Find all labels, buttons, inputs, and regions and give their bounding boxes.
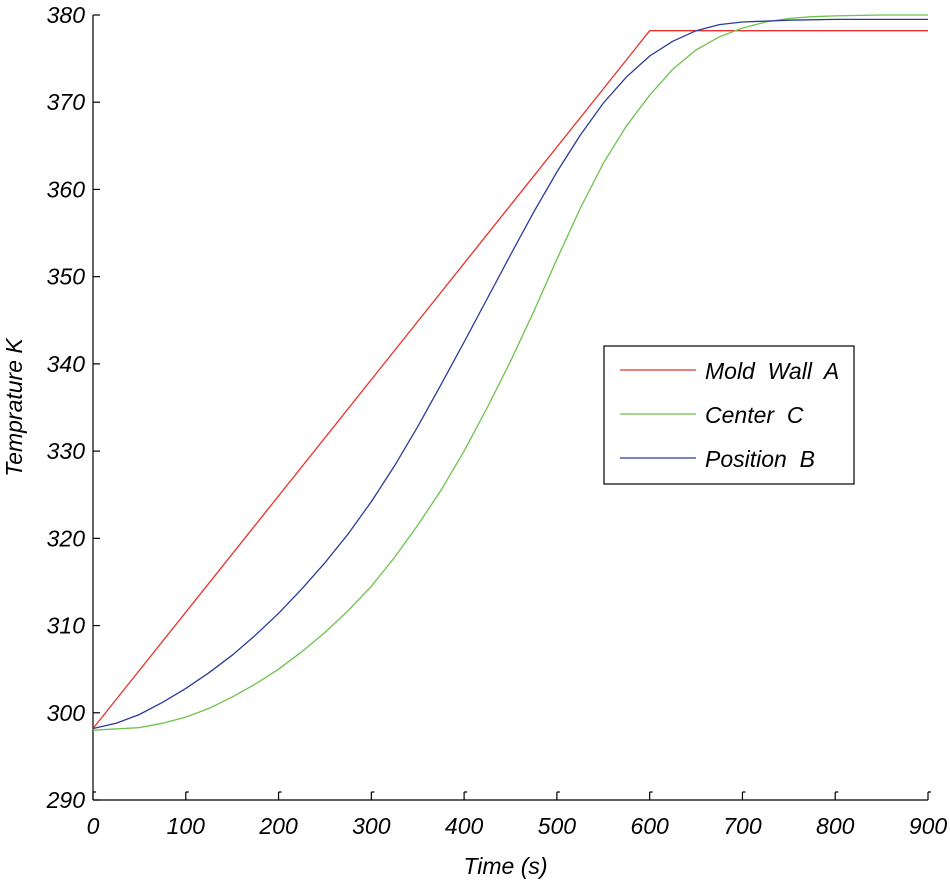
y-tick-label: 370 <box>47 89 86 115</box>
x-tick <box>556 791 560 800</box>
legend-entry-label: Mold Wall A <box>705 358 839 384</box>
series-line <box>92 14 928 731</box>
x-tick-label: 600 <box>630 813 669 839</box>
legend-box <box>603 345 855 485</box>
x-tick-label: 200 <box>258 813 298 839</box>
x-tick-label: 900 <box>909 813 948 839</box>
x-tick-label: 700 <box>723 813 762 839</box>
x-tick <box>741 791 746 800</box>
y-tick-label: 350 <box>47 264 86 290</box>
x-tick <box>834 791 839 800</box>
y-tick-label: 300 <box>47 700 86 726</box>
x-tick-label: 800 <box>816 813 855 839</box>
series-line <box>92 18 928 730</box>
x-tick-label: 400 <box>445 813 484 839</box>
x-tick <box>277 791 282 800</box>
x-tick <box>185 791 189 800</box>
legend-entry-label: Center C <box>705 402 804 428</box>
x-tick-label: 100 <box>167 813 206 839</box>
x-tick-label: 500 <box>538 813 577 839</box>
x-tick <box>370 791 375 800</box>
x-tick <box>649 791 653 800</box>
x-tick <box>463 791 468 800</box>
y-tick-label: 340 <box>47 351 86 377</box>
y-tick-label: 310 <box>47 613 86 639</box>
x-axis-title: Time (s) <box>463 853 547 879</box>
y-tick-label: 330 <box>47 438 86 464</box>
y-tick-label: 320 <box>47 525 86 551</box>
x-tick <box>927 791 931 800</box>
y-tick-label: 290 <box>46 787 86 813</box>
legend-entry-label: Position B <box>705 446 815 472</box>
y-tick-label: 360 <box>47 176 86 202</box>
series-line <box>92 30 928 729</box>
y-tick-label: 380 <box>47 2 86 28</box>
x-tick <box>92 791 96 800</box>
x-tick-label: 0 <box>87 813 100 839</box>
x-tick-label: 300 <box>352 813 391 839</box>
y-axis-title: Temprature K <box>1 337 27 477</box>
